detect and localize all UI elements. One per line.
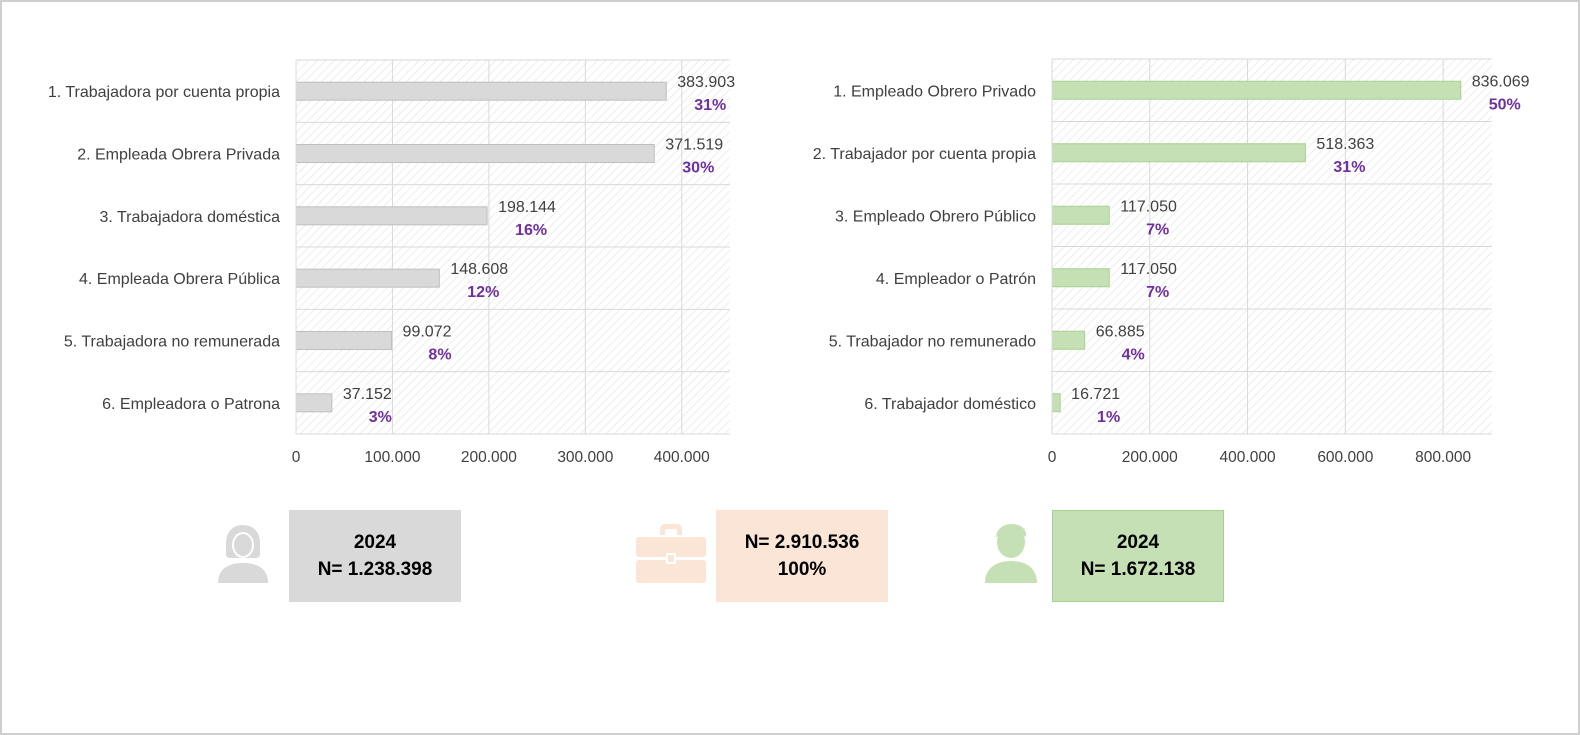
x-tick-label: 0 bbox=[1048, 449, 1057, 466]
male-summary-box: 2024 N= 1.672.138 bbox=[1052, 510, 1224, 602]
briefcase-icon bbox=[636, 524, 706, 583]
bar bbox=[1051, 205, 1110, 225]
value-label: 66.885 bbox=[1096, 323, 1145, 340]
value-label: 99.072 bbox=[403, 324, 452, 341]
x-tick-label: 400.000 bbox=[654, 449, 710, 466]
value-label: 148.608 bbox=[450, 261, 508, 278]
x-tick-label: 300.000 bbox=[557, 449, 613, 466]
percent-label: 4% bbox=[1122, 346, 1145, 363]
percent-label: 8% bbox=[428, 347, 451, 364]
percent-label: 12% bbox=[467, 284, 499, 301]
category-label: 4. Empleada Obrera Pública bbox=[79, 271, 280, 288]
category-label: 4. Empleador o Patrón bbox=[876, 271, 1036, 288]
value-label: 16.721 bbox=[1071, 386, 1120, 403]
category-label: 5. Trabajadora no remunerada bbox=[64, 334, 280, 351]
percent-label: 7% bbox=[1146, 221, 1169, 238]
x-tick-label: 800.000 bbox=[1415, 449, 1471, 466]
category-label: 6. Empleadora o Patrona bbox=[102, 396, 280, 413]
category-label: 5. Trabajador no remunerado bbox=[829, 333, 1036, 350]
x-tick-label: 200.000 bbox=[461, 449, 517, 466]
total-summary-box: N= 2.910.536 100% bbox=[716, 510, 888, 602]
value-label: 371.519 bbox=[665, 137, 723, 154]
percent-label: 1% bbox=[1097, 409, 1120, 426]
male-occupation-chart: 0 200.000 400.000 600.000 800.000 1. Empleado… bbox=[813, 58, 1530, 466]
woman-icon bbox=[218, 525, 268, 583]
x-tick-label: 0 bbox=[292, 449, 301, 466]
value-label: 836.069 bbox=[1472, 73, 1530, 90]
female-summary-count: N= 1.238.398 bbox=[317, 559, 433, 580]
total-summary-percent: 100% bbox=[777, 559, 827, 580]
bar bbox=[1051, 268, 1110, 288]
category-label: 6. Trabajador doméstico bbox=[864, 396, 1036, 413]
female-occupation-chart: 0 100.000 200.000 300.000 400.000 1. Trabajad… bbox=[48, 59, 735, 466]
percent-label: 3% bbox=[369, 409, 392, 426]
bar bbox=[1051, 393, 1061, 413]
category-label: 3. Trabajadora doméstica bbox=[99, 209, 280, 226]
category-label: 3. Empleado Obrero Público bbox=[835, 208, 1036, 225]
value-label: 37.152 bbox=[343, 386, 392, 403]
x-tick-label: 100.000 bbox=[364, 449, 420, 466]
category-label: 2. Trabajador por cuenta propia bbox=[813, 146, 1036, 163]
male-summary-count: N= 1.672.138 bbox=[1080, 559, 1196, 580]
value-label: 198.144 bbox=[498, 199, 556, 216]
percent-label: 16% bbox=[515, 222, 547, 239]
percent-label: 31% bbox=[694, 97, 726, 114]
x-tick-label: 600.000 bbox=[1317, 449, 1373, 466]
value-label: 518.363 bbox=[1316, 136, 1374, 153]
bar bbox=[1051, 330, 1086, 350]
percent-label: 30% bbox=[682, 160, 714, 177]
total-summary-count: N= 2.910.536 bbox=[744, 532, 860, 553]
percent-label: 7% bbox=[1146, 284, 1169, 301]
percent-label: 31% bbox=[1333, 159, 1365, 176]
bar bbox=[1051, 143, 1306, 163]
man-icon bbox=[985, 524, 1037, 583]
category-label: 2. Empleada Obrera Privada bbox=[77, 147, 280, 164]
female-summary-box: 2024 N= 1.238.398 bbox=[289, 510, 461, 602]
male-summary-year: 2024 bbox=[1116, 532, 1160, 553]
value-label: 117.050 bbox=[1120, 261, 1177, 278]
value-label: 383.903 bbox=[677, 74, 735, 91]
x-tick-label: 400.000 bbox=[1220, 449, 1276, 466]
category-label: 1. Trabajadora por cuenta propia bbox=[48, 84, 280, 101]
female-summary-year: 2024 bbox=[353, 532, 397, 553]
bar bbox=[1051, 80, 1462, 100]
category-label: 1. Empleado Obrero Privado bbox=[833, 83, 1036, 100]
percent-label: 50% bbox=[1489, 96, 1521, 113]
x-tick-label: 200.000 bbox=[1122, 449, 1178, 466]
value-label: 117.050 bbox=[1120, 198, 1177, 215]
